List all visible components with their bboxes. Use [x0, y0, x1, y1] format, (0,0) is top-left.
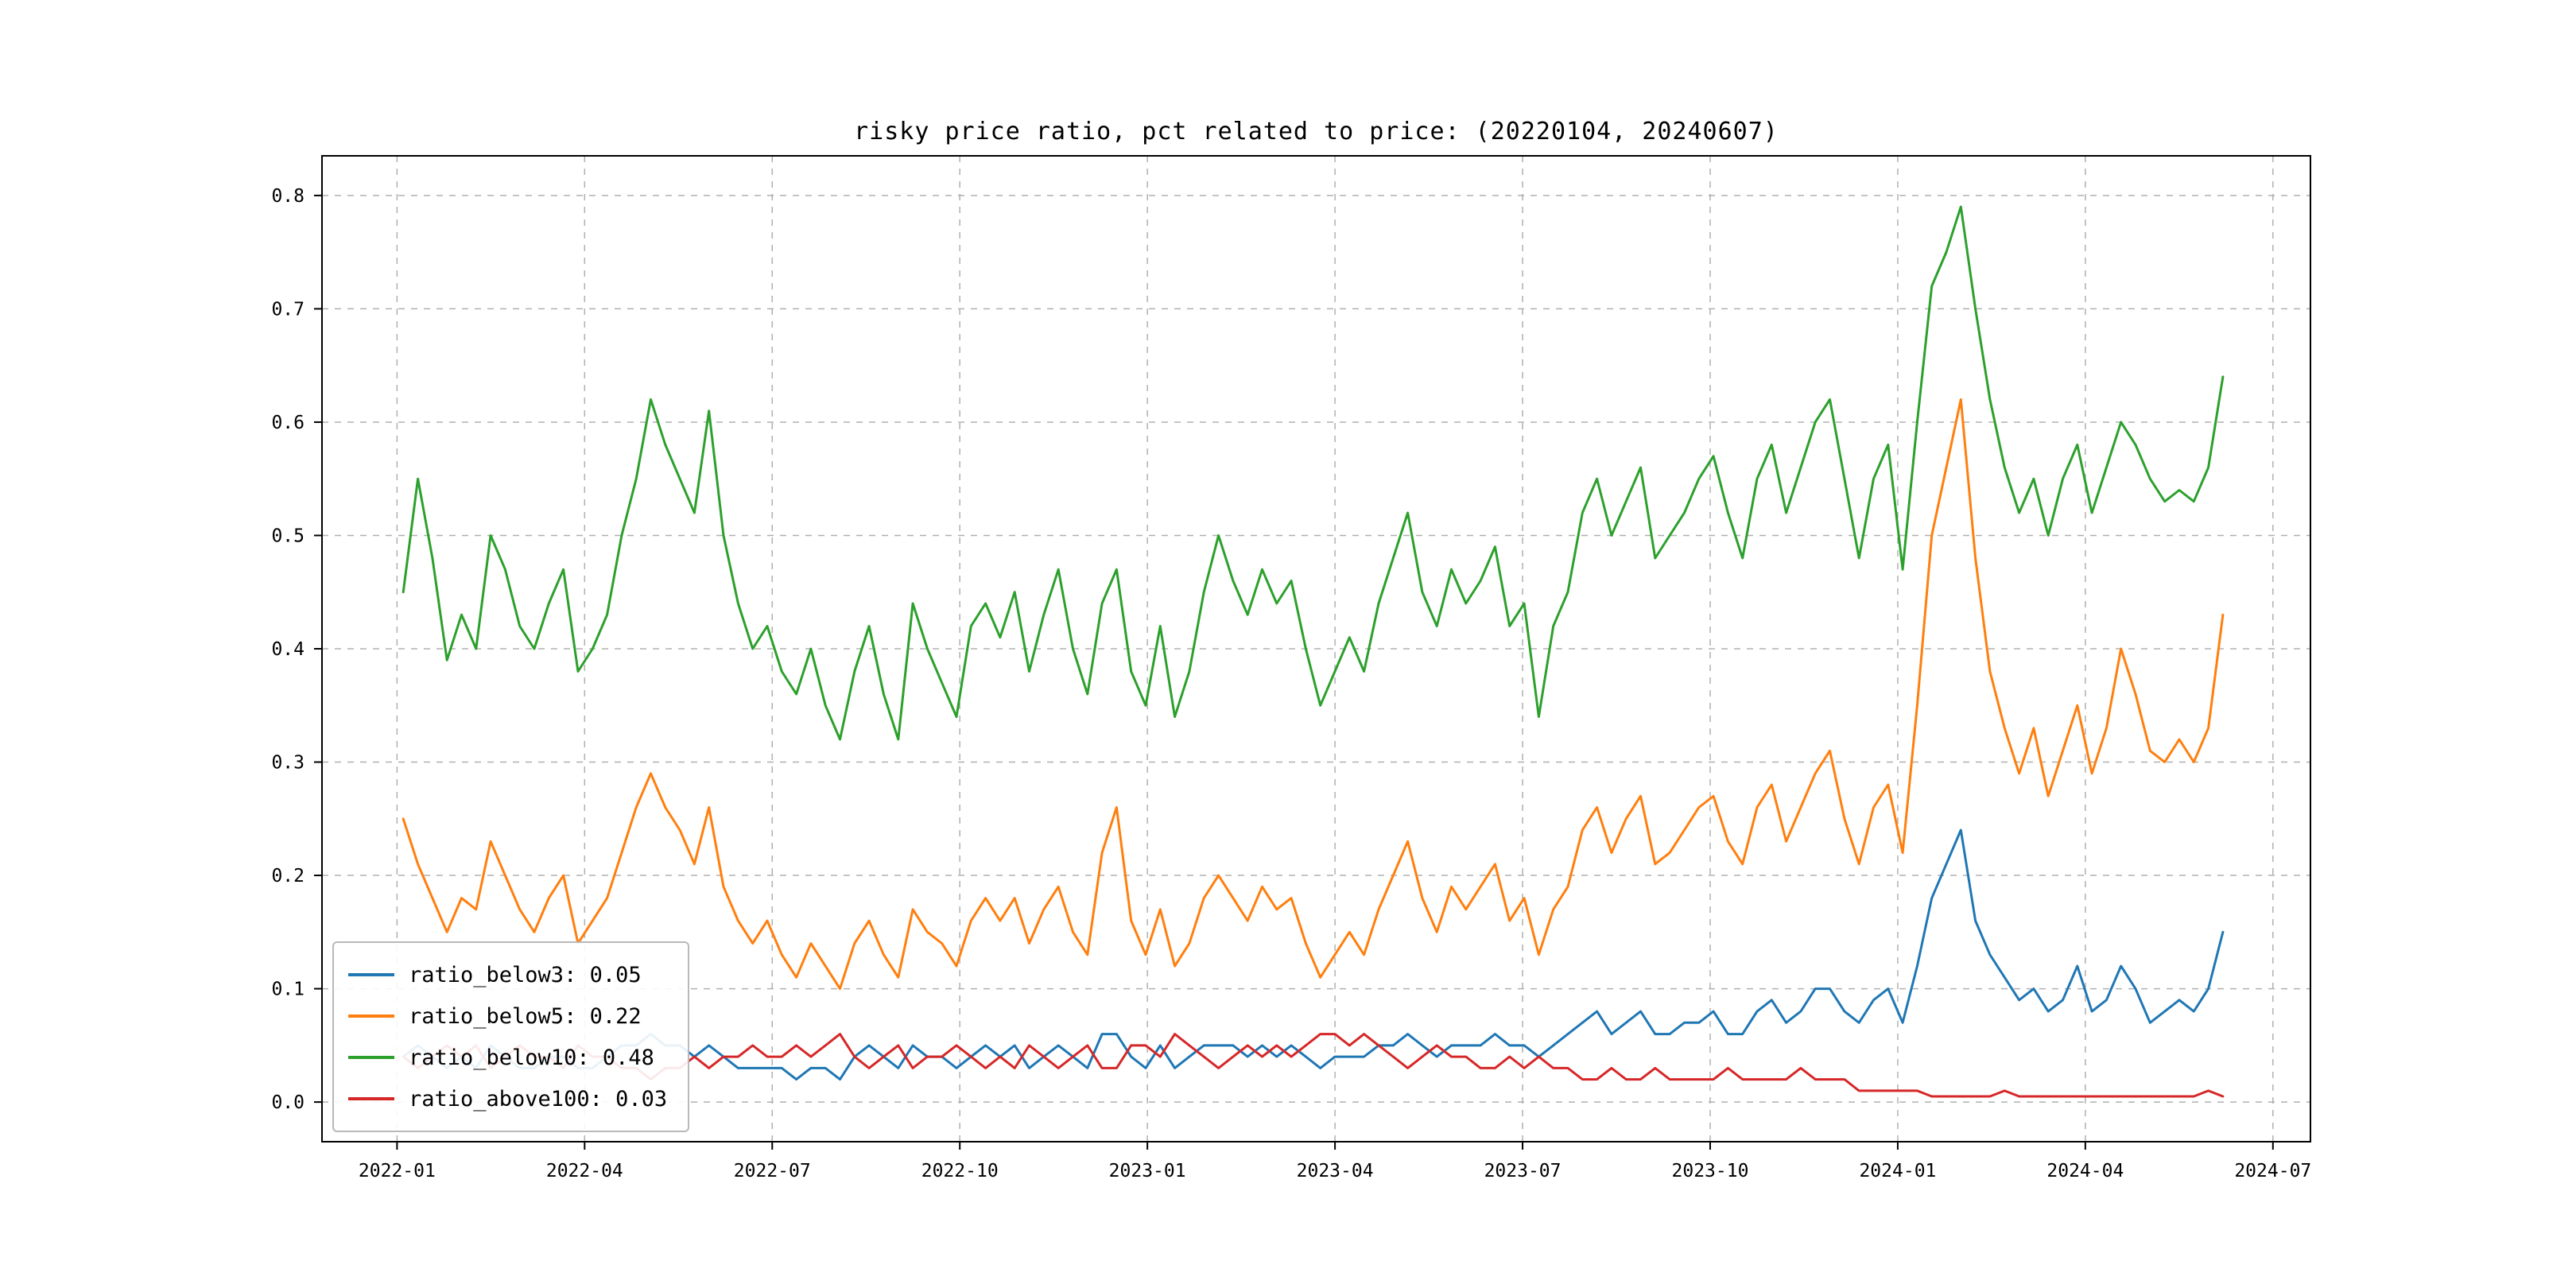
svg-text:0.5: 0.5 [271, 526, 305, 546]
svg-text:2024-07: 2024-07 [2234, 1161, 2311, 1181]
legend-swatch-green [348, 1056, 394, 1059]
svg-text:2024-04: 2024-04 [2046, 1161, 2124, 1181]
svg-text:0.3: 0.3 [271, 753, 305, 774]
svg-text:0.4: 0.4 [271, 639, 305, 660]
svg-text:2023-01: 2023-01 [1109, 1161, 1186, 1181]
legend: ratio_below3: 0.05 ratio_below5: 0.22 ra… [332, 941, 690, 1132]
legend-label: ratio_below5: 0.22 [409, 1003, 642, 1029]
svg-text:2024-01: 2024-01 [1859, 1161, 1936, 1181]
legend-item-ratio-above100: ratio_above100: 0.03 [348, 1078, 667, 1119]
svg-text:2023-04: 2023-04 [1297, 1161, 1374, 1181]
legend-swatch-red [348, 1097, 394, 1100]
svg-text:2023-10: 2023-10 [1672, 1161, 1749, 1181]
legend-swatch-blue [348, 973, 394, 976]
legend-swatch-orange [348, 1014, 394, 1018]
svg-text:2022-04: 2022-04 [546, 1161, 623, 1181]
svg-text:2022-10: 2022-10 [921, 1161, 999, 1181]
svg-text:0.8: 0.8 [271, 186, 305, 207]
svg-text:0.1: 0.1 [271, 980, 305, 1000]
chart-title: risky price ratio, pct related to price:… [854, 118, 1779, 145]
svg-text:0.7: 0.7 [271, 299, 305, 320]
legend-item-ratio-below5: ratio_below5: 0.22 [348, 995, 667, 1037]
legend-item-ratio-below3: ratio_below3: 0.05 [348, 954, 667, 995]
legend-label: ratio_below3: 0.05 [409, 962, 642, 987]
svg-text:2023-07: 2023-07 [1484, 1161, 1562, 1181]
svg-text:0.6: 0.6 [271, 413, 305, 433]
svg-text:2022-01: 2022-01 [359, 1161, 436, 1181]
legend-item-ratio-below10: ratio_below10: 0.48 [348, 1037, 667, 1078]
legend-label: ratio_above100: 0.03 [409, 1086, 668, 1111]
svg-text:0.2: 0.2 [271, 866, 305, 886]
svg-text:0.0: 0.0 [271, 1092, 305, 1113]
legend-label: ratio_below10: 0.48 [409, 1045, 654, 1070]
svg-text:2022-07: 2022-07 [734, 1161, 811, 1181]
